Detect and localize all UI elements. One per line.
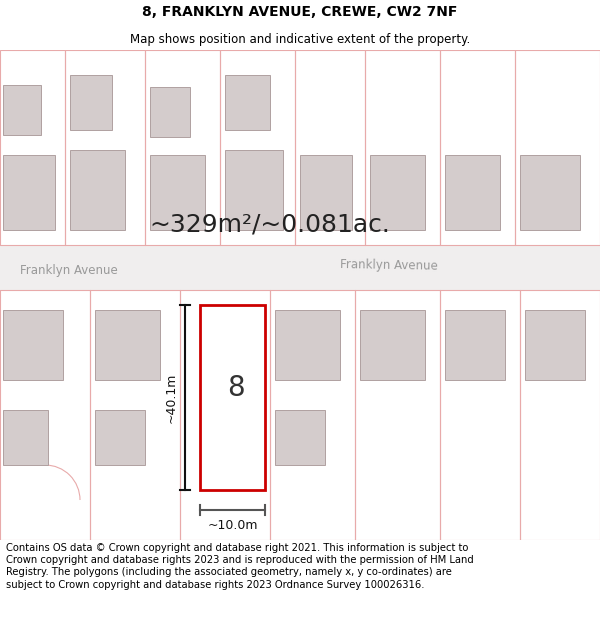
Bar: [203, 330, 258, 390]
Bar: [525, 310, 585, 380]
Bar: [65, 50, 145, 245]
Bar: [440, 290, 520, 540]
Bar: [275, 410, 325, 465]
Bar: [150, 155, 205, 230]
Bar: [145, 50, 220, 245]
Bar: [520, 290, 600, 540]
Text: Franklyn Avenue: Franklyn Avenue: [340, 258, 438, 273]
Bar: [95, 410, 145, 465]
Bar: [95, 310, 160, 380]
Bar: [3, 155, 55, 230]
Bar: [360, 310, 425, 380]
Bar: [225, 150, 283, 230]
Bar: [150, 87, 190, 137]
Text: Contains OS data © Crown copyright and database right 2021. This information is : Contains OS data © Crown copyright and d…: [6, 542, 474, 590]
Bar: [275, 310, 340, 380]
Text: ~10.0m: ~10.0m: [207, 519, 258, 532]
Bar: [0, 290, 90, 540]
Bar: [515, 50, 600, 245]
Bar: [445, 155, 500, 230]
Bar: [365, 50, 440, 245]
Bar: [295, 50, 365, 245]
Bar: [440, 50, 515, 245]
Text: Map shows position and indicative extent of the property.: Map shows position and indicative extent…: [130, 32, 470, 46]
Bar: [355, 290, 440, 540]
Text: 8: 8: [227, 374, 244, 401]
Bar: [300, 155, 352, 230]
Bar: [200, 305, 265, 490]
Bar: [520, 155, 580, 230]
Text: ~40.1m: ~40.1m: [164, 372, 178, 423]
Bar: [3, 410, 48, 465]
Bar: [3, 85, 41, 135]
Bar: [3, 310, 63, 380]
Bar: [180, 290, 270, 540]
Text: ~329m²/~0.081ac.: ~329m²/~0.081ac.: [149, 213, 391, 237]
Text: 8, FRANKLYN AVENUE, CREWE, CW2 7NF: 8, FRANKLYN AVENUE, CREWE, CW2 7NF: [142, 6, 458, 19]
Bar: [90, 290, 180, 540]
Bar: [370, 155, 425, 230]
Bar: [445, 310, 505, 380]
Bar: [0, 245, 600, 290]
Bar: [70, 75, 112, 130]
Bar: [270, 290, 355, 540]
Bar: [225, 75, 270, 130]
Bar: [0, 50, 65, 245]
Text: Franklyn Avenue: Franklyn Avenue: [20, 264, 118, 277]
Bar: [220, 50, 295, 245]
Bar: [70, 150, 125, 230]
